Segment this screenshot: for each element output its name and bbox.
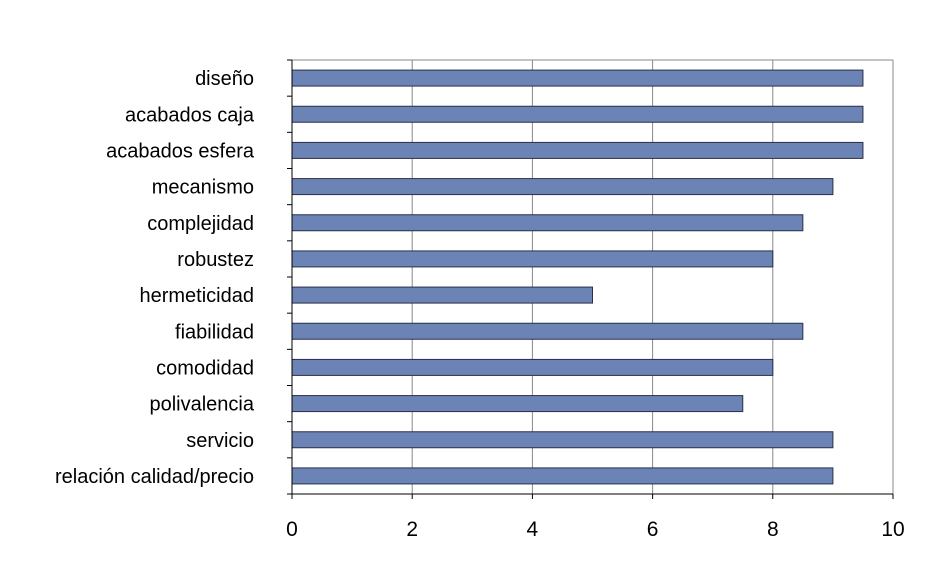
bar bbox=[291, 286, 593, 304]
bar bbox=[291, 214, 804, 232]
category-label: acabados esfera bbox=[106, 140, 255, 162]
tick-labels: 0 2 4 6 8 10 bbox=[286, 518, 905, 541]
bar bbox=[291, 431, 834, 449]
category-label: polivalencia bbox=[149, 394, 254, 416]
bars bbox=[291, 69, 864, 485]
category-label: robustez bbox=[177, 249, 254, 271]
x-tick-label: 10 bbox=[881, 518, 904, 541]
grid-lines bbox=[292, 59, 894, 494]
bar bbox=[291, 322, 804, 340]
category-label: fiabilidad bbox=[175, 321, 254, 343]
x-tick-label: 4 bbox=[527, 518, 539, 541]
x-tick-label: 2 bbox=[406, 518, 418, 541]
axes bbox=[287, 59, 894, 499]
x-tick-label: 0 bbox=[286, 518, 298, 541]
category-label: hermeticidad bbox=[139, 285, 254, 307]
bar bbox=[291, 178, 834, 196]
category-label: mecanismo bbox=[152, 177, 254, 199]
x-tick-label: 8 bbox=[767, 518, 779, 541]
category-label: comodidad bbox=[156, 357, 254, 379]
category-label: servicio bbox=[186, 430, 254, 452]
x-tick-label: 6 bbox=[647, 518, 659, 541]
bar bbox=[291, 467, 834, 485]
category-label: diseño bbox=[195, 68, 254, 90]
bar bbox=[291, 395, 744, 413]
category-labels: diseño acabados caja acabados esfera mecani… bbox=[55, 68, 255, 488]
category-label: acabados caja bbox=[125, 104, 255, 126]
bar bbox=[291, 250, 774, 268]
bar bbox=[291, 69, 864, 87]
category-label: complejidad bbox=[147, 213, 254, 235]
bar bbox=[291, 141, 864, 159]
bar bbox=[291, 105, 864, 123]
bar bbox=[291, 358, 774, 376]
category-label: relación calidad/precio bbox=[55, 466, 254, 488]
